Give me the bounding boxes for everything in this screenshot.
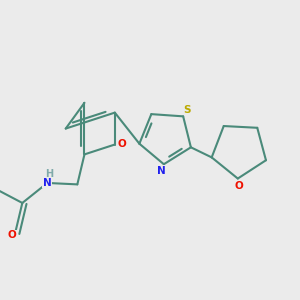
Text: O: O xyxy=(118,139,126,149)
Text: N: N xyxy=(157,166,165,176)
Text: N: N xyxy=(43,178,52,188)
Text: S: S xyxy=(183,105,190,115)
Text: H: H xyxy=(45,169,53,179)
Text: O: O xyxy=(235,181,244,191)
Text: O: O xyxy=(8,230,17,240)
